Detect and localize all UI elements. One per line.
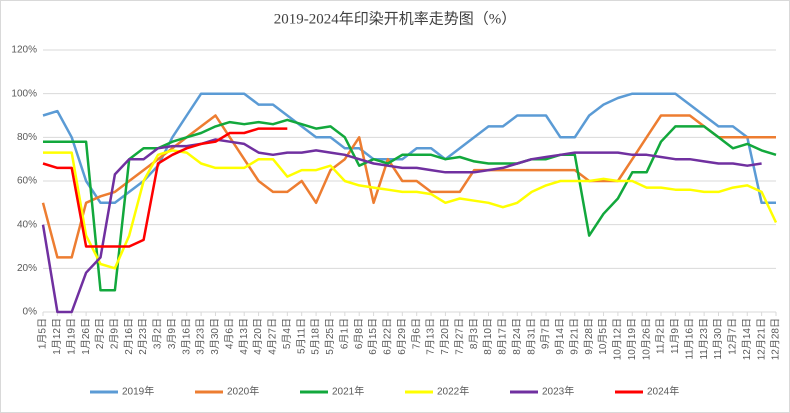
x-tick-label: 10月19日 — [626, 318, 638, 360]
x-tick-label: 9月14日 — [554, 318, 566, 355]
legend-label: 2023年 — [542, 385, 574, 398]
x-tick-label: 11月2日 — [655, 318, 667, 354]
legend-label: 2021年 — [332, 385, 364, 398]
x-tick-label: 3月2日 — [152, 318, 164, 349]
x-tick-label: 6月22日 — [382, 318, 394, 355]
x-tick-label: 9月28日 — [583, 318, 595, 355]
x-tick-label: 7月13日 — [425, 318, 437, 355]
x-tick-label: 8月24日 — [511, 318, 523, 355]
x-tick-label: 9月7日 — [540, 318, 552, 349]
x-tick-label: 5月25日 — [324, 318, 336, 355]
x-tick-label: 8月3日 — [468, 318, 480, 349]
x-tick-label: 2月2日 — [94, 318, 106, 349]
x-tick-label: 4月6日 — [223, 318, 235, 349]
x-tick-label: 2月23日 — [137, 318, 149, 355]
chart-title: 2019-2024年印染开机率走势图（%） — [274, 10, 517, 27]
y-tick-label: 40% — [17, 219, 37, 230]
legend-label: 2022年 — [437, 385, 469, 398]
x-tick-label: 5月11日 — [295, 318, 307, 354]
x-tick-label: 7月6日 — [410, 318, 422, 349]
y-tick-label: 20% — [17, 263, 37, 274]
x-tick-label: 12月14日 — [741, 318, 753, 360]
x-tick-label: 1月26日 — [80, 318, 92, 355]
series-line — [43, 149, 778, 270]
x-tick-label: 11月16日 — [683, 318, 695, 360]
x-tick-label: 8月17日 — [497, 318, 509, 355]
x-tick-label: 6月1日 — [338, 318, 350, 349]
x-tick-label: 2月16日 — [123, 318, 135, 355]
x-tick-label: 7月20日 — [439, 318, 451, 355]
x-tick-label: 10月12日 — [612, 318, 624, 360]
x-tick-label: 12月21日 — [755, 318, 767, 360]
x-tick-label: 3月9日 — [166, 318, 178, 349]
y-tick-label: 100% — [11, 88, 37, 99]
x-tick-label: 5月4日 — [281, 318, 293, 349]
legend-label: 2024年 — [647, 385, 679, 398]
y-tick-label: 0% — [23, 307, 38, 318]
x-tick-label: 7月27日 — [453, 318, 465, 355]
x-tick-label: 2月9日 — [109, 318, 121, 349]
y-tick-label: 120% — [11, 45, 37, 56]
x-tick-label: 1月19日 — [65, 318, 77, 355]
x-tick-label: 9月21日 — [568, 318, 580, 355]
x-tick-label: 8月31日 — [525, 318, 537, 355]
x-tick-label: 4月20日 — [252, 318, 264, 355]
x-tick-label: 8月10日 — [482, 318, 494, 355]
x-tick-label: 6月29日 — [396, 318, 408, 355]
x-tick-label: 10月5日 — [597, 318, 609, 355]
x-tick-label: 11月30日 — [712, 318, 724, 360]
series-line — [41, 138, 762, 314]
series-line — [42, 127, 288, 248]
x-tick-label: 11月9日 — [669, 318, 681, 354]
x-tick-label: 12月7日 — [727, 318, 739, 355]
x-tick-label: 5月18日 — [310, 318, 322, 355]
x-tick-label: 4月27日 — [267, 318, 279, 355]
y-tick-label: 60% — [17, 176, 37, 187]
x-tick-label: 1月5日 — [37, 318, 49, 349]
legend-label: 2019年 — [122, 385, 154, 398]
y-tick-label: 80% — [17, 132, 37, 143]
x-tick-label: 6月15日 — [367, 318, 379, 355]
x-tick-label: 3月30日 — [209, 318, 221, 355]
x-tick-label: 11月23日 — [698, 318, 710, 360]
x-tick-label: 1月12日 — [51, 318, 63, 355]
legend-label: 2020年 — [227, 385, 259, 398]
x-tick-label: 6月8日 — [353, 318, 365, 349]
x-tick-label: 4月13日 — [238, 318, 250, 355]
x-tick-label: 12月28日 — [770, 318, 782, 360]
x-tick-label: 3月16日 — [180, 318, 192, 355]
x-tick-label: 10月26日 — [640, 318, 652, 360]
x-tick-label: 3月23日 — [195, 318, 207, 355]
